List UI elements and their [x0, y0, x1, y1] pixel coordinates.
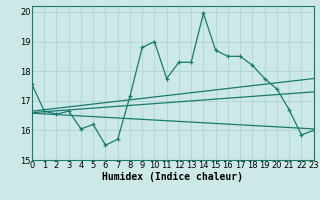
- X-axis label: Humidex (Indice chaleur): Humidex (Indice chaleur): [102, 172, 243, 182]
